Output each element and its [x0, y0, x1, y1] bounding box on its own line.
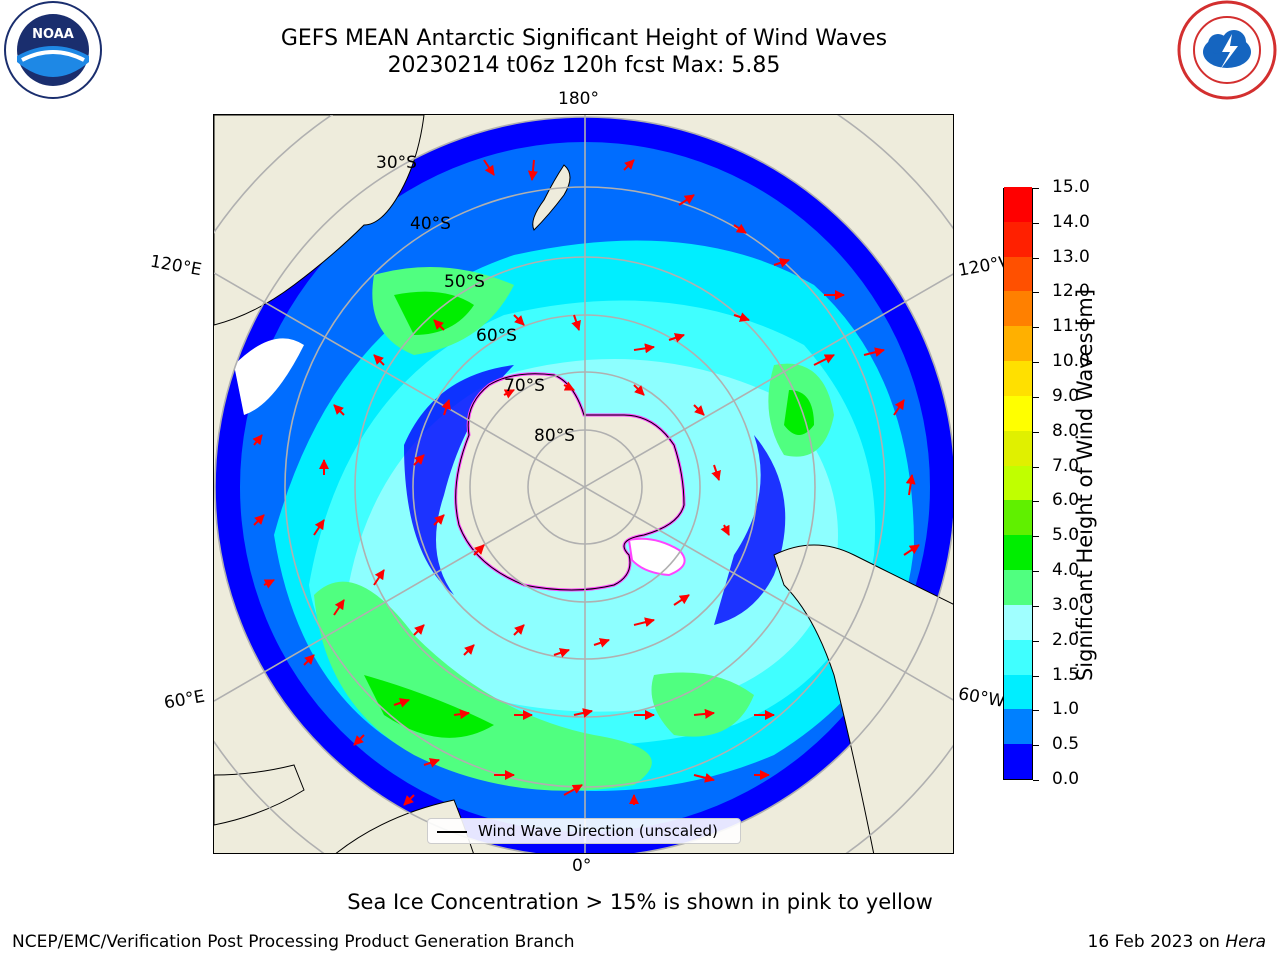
colorbar-tick-label: 6.0: [1052, 490, 1080, 511]
colorbar-segment: [1004, 569, 1032, 605]
colorbar-tick-label: 0.0: [1052, 769, 1080, 789]
colorbar-tick-label: 14.0: [1052, 211, 1090, 232]
colorbar-segment: [1004, 465, 1032, 501]
footer-date: 16 Feb 2023 on Hera: [1088, 932, 1266, 952]
lon-label-60w: 60°W: [956, 684, 1007, 712]
colorbar-label: Significant Height of Wind Waves [m]: [1073, 288, 1097, 682]
noaa-logo: NOAA: [4, 1, 102, 99]
colorbar-tick-mark: [1033, 396, 1039, 398]
colorbar-tick-mark: [1033, 501, 1039, 503]
lat-label-70s: 70°S: [504, 376, 545, 396]
footer-credit: NCEP/EMC/Verification Post Processing Pr…: [12, 932, 575, 952]
colorbar-tick-mark: [1033, 466, 1039, 468]
lon-label-120e: 120°E: [148, 251, 204, 281]
colorbar-tick-mark: [1033, 640, 1039, 642]
wind-wave-arrows: [252, 159, 920, 806]
lon-label-60e: 60°E: [162, 686, 207, 714]
colorbar-tick-label: 2.0: [1052, 629, 1080, 650]
nws-logo: [1177, 0, 1277, 100]
colorbar-tick-mark: [1033, 362, 1039, 364]
colorbar-segment: [1004, 360, 1032, 396]
colorbar-tick-label: 0.5: [1052, 734, 1080, 755]
colorbar-segment: [1004, 290, 1032, 327]
colorbar-segment: [1004, 639, 1032, 675]
colorbar-tick-mark: [1033, 222, 1039, 224]
colorbar-tick-mark: [1033, 536, 1039, 538]
colorbar-segment: [1004, 256, 1032, 292]
colorbar-segment: [1004, 499, 1032, 536]
colorbar-tick-mark: [1033, 710, 1039, 712]
australia-land: [214, 115, 425, 326]
lat-label-80s: 80°S: [534, 426, 575, 446]
colorbar-segment: [1004, 708, 1032, 745]
sea-ice-note: Sea Ice Concentration > 15% is shown in …: [347, 890, 933, 914]
colorbar-segment: [1004, 430, 1032, 466]
colorbar-segment: [1004, 325, 1032, 362]
colorbar-tick-label: 12.0: [1052, 281, 1090, 302]
colorbar-tick-label: 7.0: [1052, 455, 1080, 476]
chart-subtitle: 20230214 t06z 120h fcst Max: 5.85: [387, 53, 781, 78]
footer-host: Hera: [1225, 932, 1266, 952]
colorbar-tick-mark: [1033, 745, 1039, 747]
colorbar-segment: [1004, 186, 1032, 222]
lat-label-30s: 30°S: [376, 153, 417, 173]
colorbar-tick-mark: [1033, 675, 1039, 677]
polar-map: 30°S 40°S 50°S 60°S 70°S 80°S: [213, 114, 954, 854]
chart-title: GEFS MEAN Antarctic Significant Height o…: [280, 26, 888, 51]
svg-text:NOAA: NOAA: [32, 27, 74, 42]
colorbar-segment: [1004, 534, 1032, 571]
footer-date-text: 16 Feb 2023 on: [1087, 932, 1226, 952]
colorbar-segment: [1004, 604, 1032, 640]
colorbar-tick-label: 15.0: [1052, 177, 1090, 197]
colorbar-tick-label: 8.0: [1052, 420, 1080, 441]
colorbar: [1003, 186, 1033, 780]
lon-label-0: 0°: [572, 856, 592, 876]
colorbar-tick-label: 11.0: [1052, 316, 1090, 337]
colorbar-tick-label: 1.0: [1052, 699, 1080, 720]
colorbar-tick-mark: [1033, 292, 1039, 294]
colorbar-tick-mark: [1033, 257, 1039, 259]
lat-label-40s: 40°S: [410, 214, 451, 234]
colorbar-tick-label: 1.5: [1052, 664, 1080, 685]
colorbar-tick-label: 5.0: [1052, 525, 1080, 546]
colorbar-segment: [1004, 395, 1032, 431]
colorbar-tick-label: 9.0: [1052, 385, 1080, 406]
colorbar-tick-mark: [1033, 571, 1039, 573]
colorbar-tick-label: 3.0: [1052, 594, 1080, 615]
legend: Wind Wave Direction (unscaled): [427, 818, 741, 844]
colorbar-tick-label: 4.0: [1052, 560, 1080, 581]
legend-label: Wind Wave Direction (unscaled): [478, 822, 718, 840]
legend-line-sample: [437, 831, 467, 833]
colorbar-tick-mark: [1033, 780, 1039, 781]
colorbar-segment: [1004, 221, 1032, 257]
lon-label-180: 180°: [558, 89, 599, 109]
africa-land: [214, 764, 305, 826]
lat-label-50s: 50°S: [444, 272, 485, 292]
colorbar-segment: [1004, 674, 1032, 710]
colorbar-segment: [1004, 743, 1032, 779]
colorbar-tick-label: 13.0: [1052, 246, 1090, 267]
colorbar-tick-mark: [1033, 605, 1039, 607]
colorbar-tick-mark: [1033, 431, 1039, 433]
colorbar-tick-mark: [1033, 327, 1039, 329]
colorbar-tick-label: 10.0: [1052, 351, 1090, 372]
lat-label-60s: 60°S: [476, 326, 517, 346]
colorbar-tick-mark: [1033, 188, 1039, 189]
